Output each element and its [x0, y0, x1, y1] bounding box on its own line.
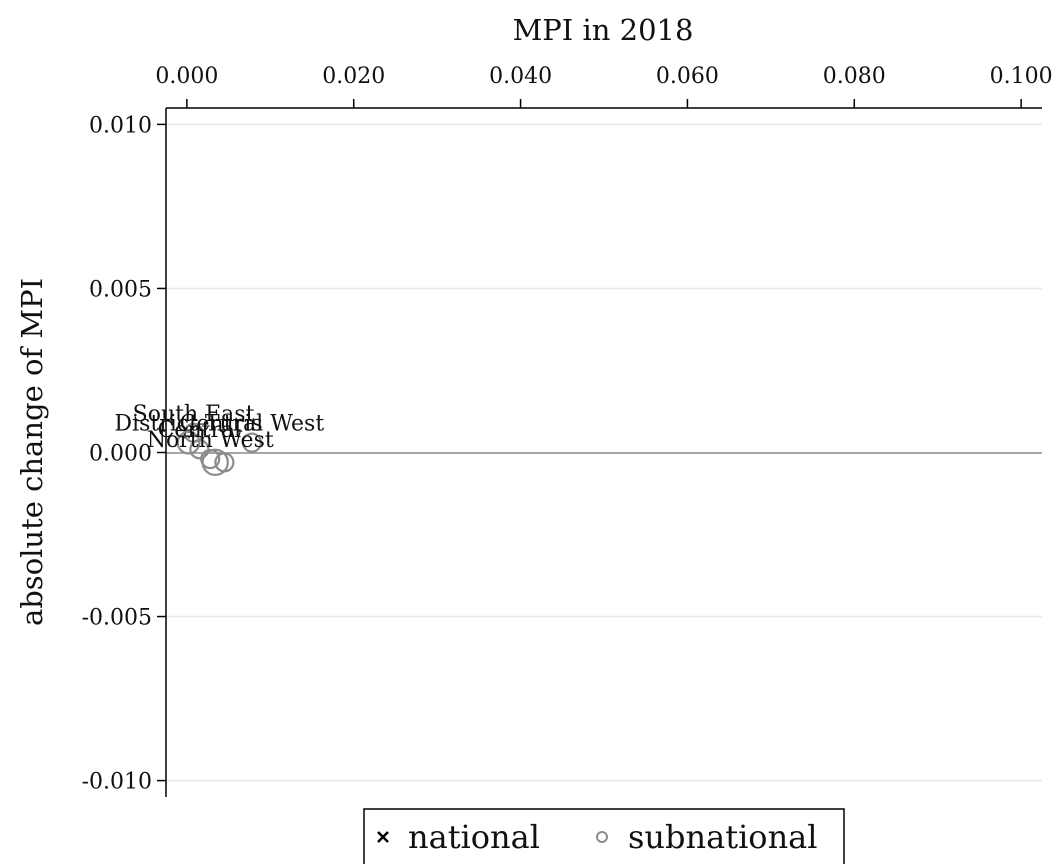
- point-label: Central West: [180, 412, 325, 437]
- x-tick-label: 0.040: [489, 64, 552, 89]
- data-point: [214, 452, 235, 473]
- grid-layer: [166, 123, 1042, 782]
- x-tick-label: 0.080: [823, 64, 886, 89]
- point-label: District Turis: [114, 412, 262, 437]
- point-label: Central: [158, 418, 242, 443]
- y-axis-title: absolute change of MPI: [15, 278, 49, 626]
- legend-label-national: national: [408, 818, 540, 856]
- legend-label-subnational: subnational: [628, 818, 817, 856]
- x-axis-ticks: 0.000 0.020 0.040 0.060 0.080 0.100: [155, 64, 1053, 108]
- x-tick-label: 0.060: [656, 64, 719, 89]
- legend-marker-subnational: [596, 831, 608, 843]
- legend-marker-national: [377, 831, 389, 843]
- x-axis-title: MPI in 2018: [513, 13, 694, 47]
- legend-box: [363, 808, 845, 864]
- y-tick-label: 0.010: [89, 113, 152, 138]
- x-tick-label: 0.020: [322, 64, 385, 89]
- point-label: South East: [133, 402, 255, 427]
- x-tick-label: 0.000: [155, 64, 218, 89]
- points-layer: [176, 422, 263, 477]
- x-tick-label: 0.100: [990, 64, 1053, 89]
- data-point: [241, 432, 263, 453]
- y-tick-label: -0.010: [82, 770, 152, 795]
- y-tick-label: 0.005: [89, 277, 152, 302]
- data-point: [176, 430, 201, 455]
- y-tick-label: 0.000: [89, 442, 152, 467]
- legend: national subnational: [363, 808, 845, 864]
- point-label: North West: [147, 428, 274, 453]
- y-tick-label: -0.005: [82, 606, 152, 631]
- y-axis-ticks: 0.010 0.005 0.000 -0.005 -0.010: [82, 113, 166, 795]
- data-point: [201, 448, 229, 477]
